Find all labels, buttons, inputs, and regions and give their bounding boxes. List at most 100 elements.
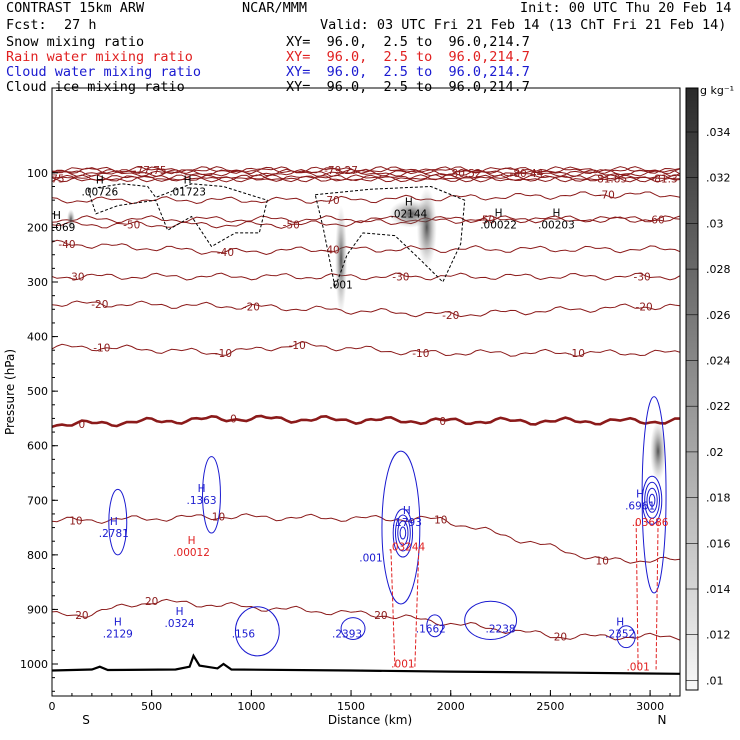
cloud-max-marker: H: [198, 483, 206, 495]
snow-shading-0: [335, 205, 348, 316]
isotherm-label: 0: [439, 416, 446, 428]
isotherm-label: -77.75: [133, 165, 167, 177]
isotherm-label: -40: [58, 239, 75, 251]
field-label-snow: Snow mixing ratio: [6, 34, 145, 50]
snow-max-value: .001: [329, 279, 352, 291]
rain-max-value: .03686: [632, 517, 669, 529]
cloud-water-contour-1: [202, 456, 221, 534]
isotherm-10: [52, 513, 680, 564]
isotherm-label: -40: [323, 244, 340, 256]
isotherm--77.75: [52, 166, 680, 175]
isotherm--70: [52, 191, 680, 205]
x-tick-label: 3000: [636, 700, 664, 713]
field-label-cloud-ice: Cloud ice mixing ratio: [6, 79, 185, 95]
isotherm-label: 10: [69, 515, 82, 527]
cloud-max-marker: H: [403, 505, 411, 517]
isotherm-label: 0: [230, 413, 237, 425]
x-tick-label: 500: [141, 700, 162, 713]
isotherm-0: [52, 414, 680, 429]
y-tick-label: 700: [27, 494, 48, 507]
x-axis-title: Distance (km): [328, 713, 412, 727]
isotherm-label: -10: [568, 348, 585, 360]
isotherm-label: -40: [217, 247, 234, 259]
isotherm--50: [52, 215, 680, 229]
snow-max-marker: H: [552, 207, 560, 219]
isotherm-label: -50: [478, 214, 495, 226]
snow-max-value: .01723: [169, 187, 206, 199]
cloud-water-contour-5: [426, 614, 444, 638]
isotherm--75: [52, 174, 680, 183]
cloud-water-core-1-1: [641, 475, 663, 525]
fcst-value: 27 h: [64, 17, 97, 33]
rain-contour-2: [635, 522, 639, 670]
y-tick-label: 400: [27, 331, 48, 344]
y-tick-label: 500: [27, 385, 48, 398]
x-tick-label: 2500: [536, 700, 564, 713]
snow-max-value: .00203: [538, 219, 575, 231]
org-label: NCAR/MMM: [242, 0, 308, 16]
isotherm-label: 10: [212, 512, 225, 524]
isotherm-label: -80.52: [448, 168, 482, 180]
isotherm-label: -50: [123, 220, 140, 232]
cloud-water-contour-3: [340, 617, 366, 640]
isotherm-label: -10: [93, 342, 110, 354]
cloud-water-core-1-2: [644, 481, 660, 519]
isotherm--81.3: [52, 174, 680, 183]
snow-max-marker: H: [495, 207, 503, 219]
cloud-water-core-0-2: [394, 514, 411, 552]
cloud-max-value: .1363: [186, 495, 216, 507]
cloud-max-marker: H: [114, 617, 122, 629]
isotherm-label: 20: [554, 632, 567, 644]
snow-max-value: .00726: [81, 187, 118, 199]
snow-max-value: .01069: [39, 222, 76, 234]
rain-contour-3: [655, 522, 659, 670]
isotherm-label: -50: [283, 220, 300, 232]
isotherm--10: [52, 341, 680, 357]
colorbar-tick-label: .024: [706, 355, 731, 368]
isotherm-label: 10: [434, 514, 447, 526]
x-tick-label: 2000: [437, 700, 465, 713]
cloud-water-core-0-4: [399, 526, 407, 540]
colorbar-tick-label: .02: [706, 446, 724, 459]
isotherm-label: -81.85: [593, 173, 627, 185]
cloud-water-contour-7: [616, 625, 636, 649]
model-title: CONTRAST 15km ARW: [6, 0, 145, 16]
colorbar-unit: g kg⁻¹: [700, 84, 734, 97]
snow-max-marker: H: [405, 197, 413, 209]
colorbar-tick-label: .01: [706, 674, 724, 687]
field-xy-snow: XY= 96.0, 2.5 to 96.0,214.7: [286, 34, 530, 50]
isotherm-label: -20: [442, 310, 459, 322]
isotherm-label: -10: [289, 340, 306, 352]
isotherm-label: 20: [75, 610, 88, 622]
cloud-max-marker: H: [176, 606, 184, 618]
y-tick-label: 1000: [20, 658, 48, 671]
ice-outline-central: [314, 185, 466, 290]
snow-max-marker: H: [96, 175, 104, 187]
cloud-max-value: .2238: [486, 623, 516, 635]
y-tick-label: 900: [27, 603, 48, 616]
snow-max-value: .02144: [390, 209, 427, 221]
cloud-water-contour-2: [234, 606, 280, 657]
isotherm--80.44: [52, 168, 680, 177]
colorbar-tick-label: .03: [706, 217, 724, 230]
colorbar-tick-label: .016: [706, 537, 731, 550]
isotherm-label: -20: [243, 302, 260, 314]
colorbar: [685, 87, 699, 691]
cloud-max-value: .2352: [605, 629, 635, 641]
rain-max-value: .03244: [388, 541, 425, 553]
isotherm-label: -20: [636, 302, 653, 314]
isotherm-label: 20: [145, 596, 158, 608]
isotherm-label: -79.27: [324, 165, 358, 177]
fcst-label: Fcst:: [6, 17, 47, 33]
isotherm-label: -80.44: [510, 168, 544, 180]
cloud-water-contour-4: [381, 450, 421, 605]
isotherm-label: -60: [647, 214, 664, 226]
init-label: Init: 00 UTC Thu 20 Feb 14: [520, 0, 732, 16]
isotherm--60: [52, 215, 680, 224]
cloud-max-value: .1662: [416, 623, 446, 635]
isotherm--30: [52, 272, 680, 281]
snow-max-value: .00022: [480, 219, 517, 231]
rain-contour-1: [414, 549, 420, 667]
north-end-label: N: [658, 713, 667, 727]
